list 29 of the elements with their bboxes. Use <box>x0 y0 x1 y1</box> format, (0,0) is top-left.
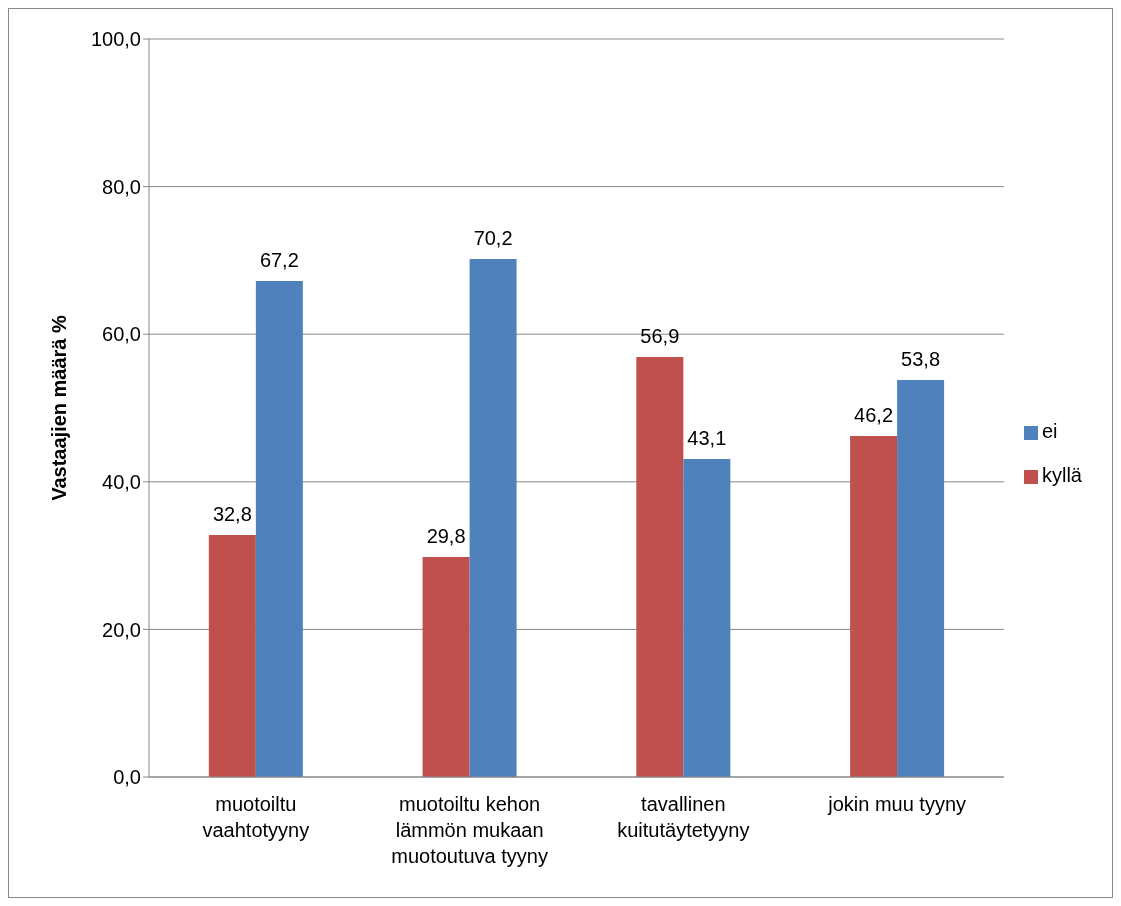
data-label: 32,8 <box>212 502 252 525</box>
data-label: 53,8 <box>901 347 941 370</box>
x-tick-label: muotoiltu kehon lämmön mukaan muotoutuva tyyny <box>391 793 548 867</box>
data-label: 70,2 <box>473 226 513 249</box>
x-tick-label: tavallinen kuitutäytetyyny <box>617 793 750 841</box>
bar <box>897 379 945 777</box>
x-tick-label: muotoiltu vaahtotyyny <box>202 793 310 841</box>
y-tick-label: 60,0 <box>102 323 141 346</box>
bar <box>422 557 470 777</box>
bar <box>636 357 684 777</box>
legend-label: kyllä <box>1041 464 1082 486</box>
y-tick-label: 20,0 <box>102 618 141 641</box>
bar <box>683 458 731 777</box>
legend-label: ei <box>1041 420 1058 442</box>
y-tick-label: 80,0 <box>102 175 141 198</box>
y-tick-label: 0,0 <box>113 766 141 789</box>
data-label: 67,2 <box>259 249 299 272</box>
y-axis-title: Vastaajien määrä % <box>48 314 71 501</box>
data-label: 43,1 <box>687 426 727 449</box>
bar <box>850 436 898 777</box>
data-label: 29,8 <box>426 525 466 548</box>
y-tick-label: 100,0 <box>90 28 141 51</box>
bar <box>255 281 303 777</box>
data-label: 56,9 <box>640 325 680 348</box>
y-tick-label: 40,0 <box>102 470 141 493</box>
bar <box>208 534 256 777</box>
data-label: 46,2 <box>854 404 894 427</box>
x-tick-label: jokin muu tyyny <box>827 793 967 815</box>
bar <box>469 258 517 777</box>
